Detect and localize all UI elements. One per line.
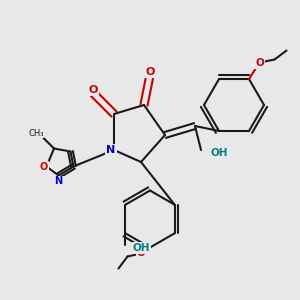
Text: N: N (54, 176, 63, 187)
Text: OH: OH (210, 148, 227, 158)
Text: O: O (145, 67, 155, 77)
Text: CH₃: CH₃ (28, 129, 44, 138)
Text: OH: OH (133, 243, 150, 253)
Text: N: N (106, 145, 116, 155)
Text: O: O (136, 248, 146, 259)
Text: O: O (39, 161, 48, 172)
Text: O: O (88, 85, 98, 95)
Text: O: O (255, 58, 264, 68)
